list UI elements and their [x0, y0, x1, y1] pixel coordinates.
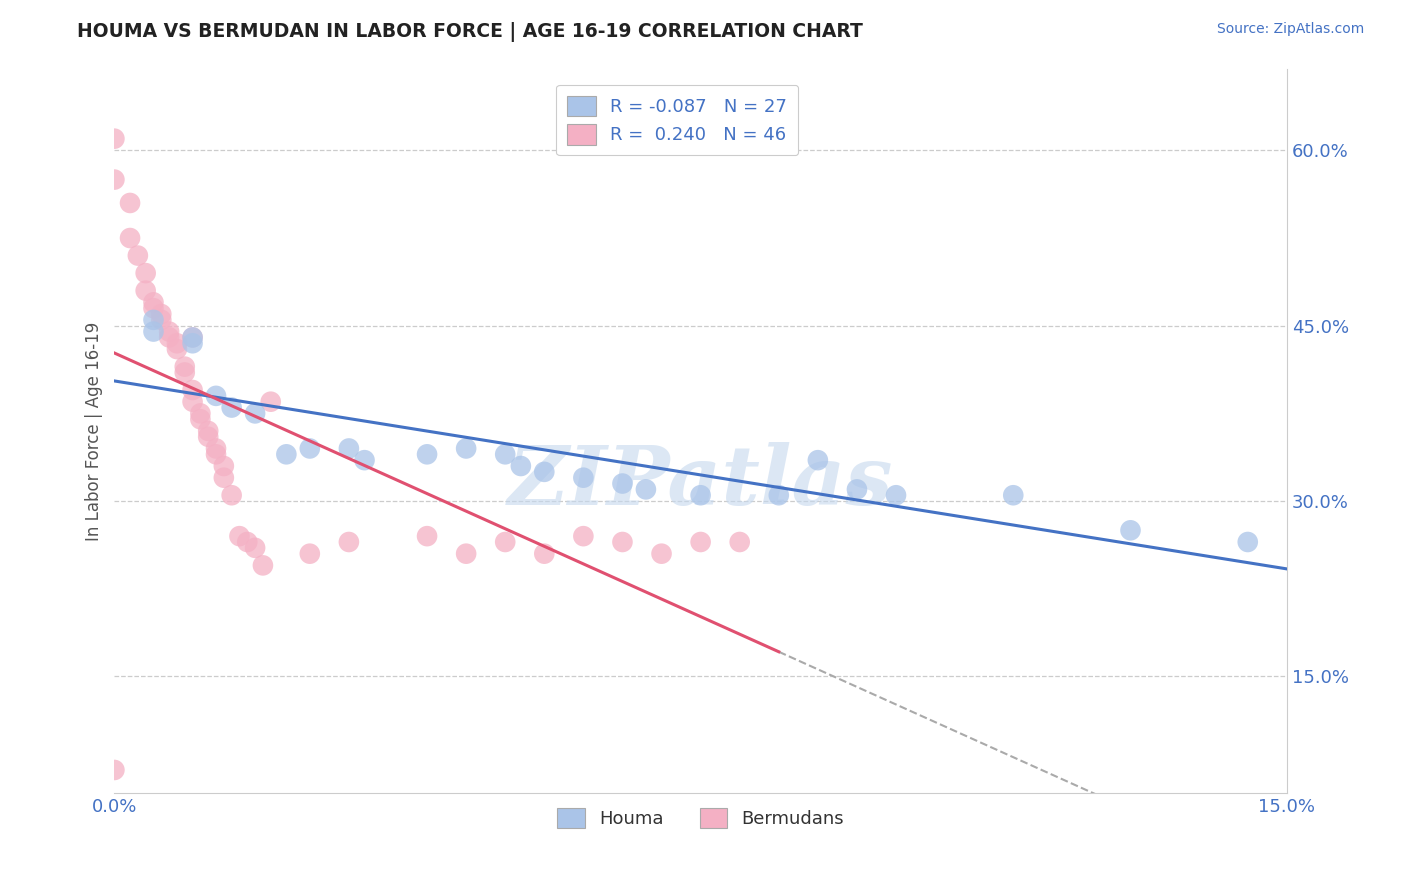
Point: [612, 535, 634, 549]
Point: [689, 488, 711, 502]
Point: [181, 394, 204, 409]
Point: [572, 529, 595, 543]
Point: [166, 336, 188, 351]
Point: [533, 465, 555, 479]
Point: [236, 535, 259, 549]
Point: [353, 453, 375, 467]
Point: [181, 336, 204, 351]
Point: [252, 558, 274, 573]
Point: [509, 458, 531, 473]
Point: [181, 330, 204, 344]
Point: [634, 483, 657, 497]
Point: [197, 430, 219, 444]
Point: [884, 488, 907, 502]
Point: [197, 424, 219, 438]
Point: [456, 547, 478, 561]
Point: [416, 529, 439, 543]
Point: [190, 406, 212, 420]
Point: [142, 295, 165, 310]
Point: [533, 547, 555, 561]
Point: [173, 366, 195, 380]
Point: [135, 266, 157, 280]
Point: [212, 471, 235, 485]
Point: [181, 383, 204, 397]
Point: [221, 488, 243, 502]
Point: [612, 476, 634, 491]
Point: [228, 529, 250, 543]
Text: HOUMA VS BERMUDAN IN LABOR FORCE | AGE 16-19 CORRELATION CHART: HOUMA VS BERMUDAN IN LABOR FORCE | AGE 1…: [77, 22, 863, 42]
Point: [494, 447, 516, 461]
Text: Source: ZipAtlas.com: Source: ZipAtlas.com: [1216, 22, 1364, 37]
Point: [243, 541, 266, 555]
Point: [494, 535, 516, 549]
Point: [205, 442, 228, 456]
Point: [205, 389, 228, 403]
Y-axis label: In Labor Force | Age 16-19: In Labor Force | Age 16-19: [86, 321, 103, 541]
Point: [190, 412, 212, 426]
Point: [127, 249, 149, 263]
Point: [1002, 488, 1025, 502]
Point: [135, 284, 157, 298]
Point: [103, 131, 125, 145]
Point: [298, 547, 321, 561]
Point: [142, 325, 165, 339]
Point: [651, 547, 673, 561]
Point: [243, 406, 266, 420]
Legend: Houma, Bermudans: Houma, Bermudans: [550, 801, 851, 835]
Point: [118, 231, 141, 245]
Point: [276, 447, 298, 461]
Point: [1236, 535, 1258, 549]
Point: [157, 325, 180, 339]
Point: [456, 442, 478, 456]
Point: [572, 471, 595, 485]
Point: [298, 442, 321, 456]
Point: [1119, 524, 1142, 538]
Point: [260, 394, 283, 409]
Point: [103, 763, 125, 777]
Point: [337, 535, 360, 549]
Point: [212, 458, 235, 473]
Point: [845, 483, 868, 497]
Point: [205, 447, 228, 461]
Point: [118, 196, 141, 211]
Point: [142, 313, 165, 327]
Point: [221, 401, 243, 415]
Point: [337, 442, 360, 456]
Point: [103, 172, 125, 186]
Point: [807, 453, 830, 467]
Point: [728, 535, 751, 549]
Point: [166, 342, 188, 356]
Point: [416, 447, 439, 461]
Point: [689, 535, 711, 549]
Text: ZIPatlas: ZIPatlas: [508, 442, 893, 522]
Point: [173, 359, 195, 374]
Point: [150, 313, 173, 327]
Point: [150, 307, 173, 321]
Point: [768, 488, 790, 502]
Point: [157, 330, 180, 344]
Point: [181, 330, 204, 344]
Point: [142, 301, 165, 315]
